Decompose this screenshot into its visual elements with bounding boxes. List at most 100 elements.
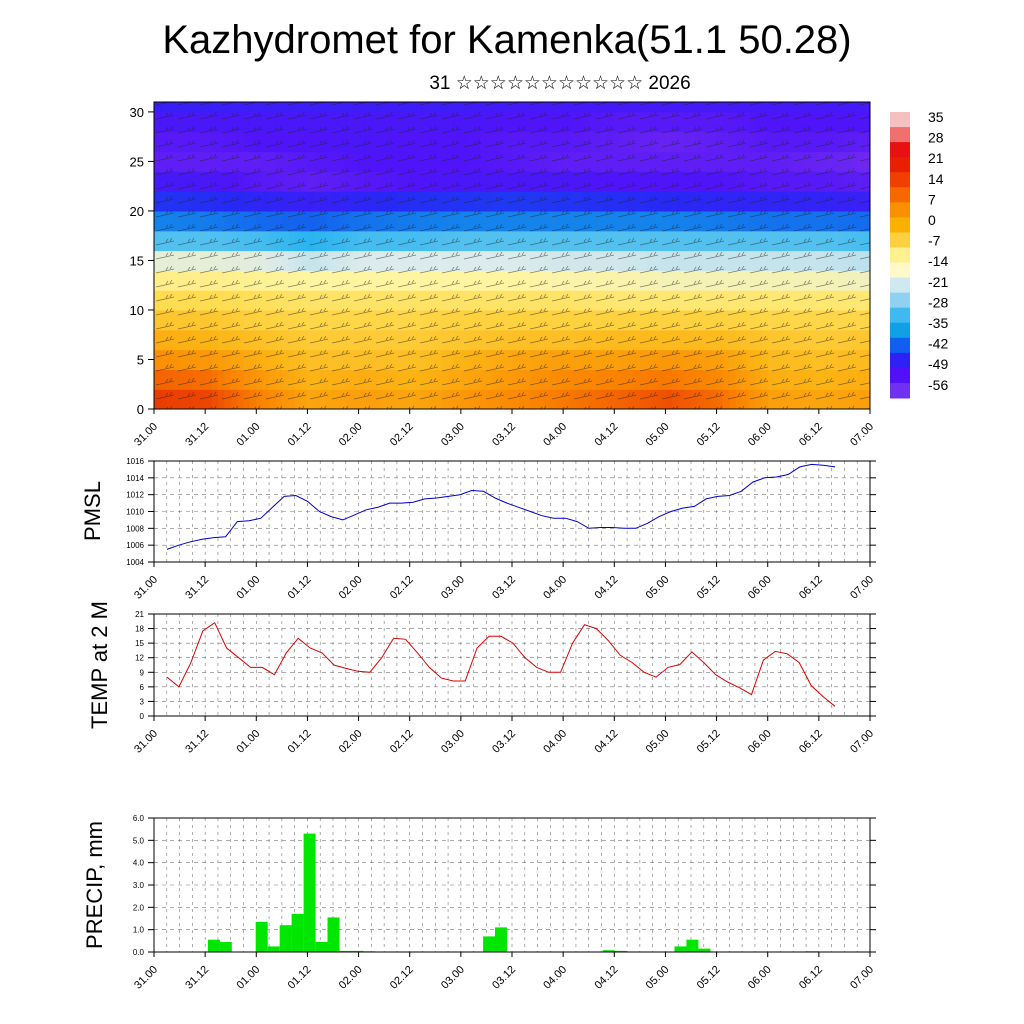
xtick-label: 01.12 xyxy=(286,574,314,602)
colorbar-label: 7 xyxy=(928,191,936,207)
xtick-label: 01.00 xyxy=(234,574,262,602)
xtick-label: 07.00 xyxy=(848,964,876,992)
xtick-label: 31.00 xyxy=(132,728,160,756)
colorbar-swatch xyxy=(890,352,910,369)
temp-panel: TEMP at 2 M 0 3 6 9 12 15 18 21 31.00 31.12 01.00… xyxy=(87,601,876,756)
xtick-label: 05.00 xyxy=(644,421,672,449)
xtick-label: 02.00 xyxy=(337,728,365,756)
xtick-label: 01.12 xyxy=(286,728,314,756)
precip-panel: PRECIP, mm 0.0 1.0 2.0 3.0 4.0 5.0 6.0 31.00 31… xyxy=(82,814,876,992)
xtick-label: 31.00 xyxy=(132,421,160,449)
xtick-label: 31.12 xyxy=(183,574,211,602)
colorbar-swatch xyxy=(890,322,910,339)
colorbar-label: -7 xyxy=(928,233,941,249)
xtick-label: 03.00 xyxy=(439,728,467,756)
ytick-label: 1016 xyxy=(126,457,144,466)
precip-bar xyxy=(698,948,711,952)
colorbar-label: -49 xyxy=(928,356,948,372)
xtick-label: 04.12 xyxy=(592,574,620,602)
precip-bar xyxy=(483,936,496,952)
pmsl-axis-label: PMSL xyxy=(80,481,105,541)
xtick-label: 04.12 xyxy=(592,728,620,756)
precip-bar xyxy=(219,942,232,952)
xtick-label: 03.00 xyxy=(439,421,467,449)
xtick-label: 06.00 xyxy=(746,964,774,992)
ytick-label: 0 xyxy=(140,712,145,721)
xtick-label: 07.00 xyxy=(848,728,876,756)
ytick-label: 18 xyxy=(135,625,144,634)
xtick-label: 04.12 xyxy=(592,964,620,992)
xtick-label: 03.12 xyxy=(490,421,518,449)
pmsl-series-line xyxy=(166,463,836,550)
ytick-label: 12 xyxy=(135,654,144,663)
xtick-label: 06.12 xyxy=(797,574,825,602)
heat-ytick-label: 0 xyxy=(137,402,144,417)
xtick-label: 31.00 xyxy=(132,574,160,602)
heat-ytick-label: 5 xyxy=(137,352,144,367)
xtick-label: 06.12 xyxy=(797,421,825,449)
heat-ytick-label: 15 xyxy=(130,253,144,268)
temp-axis-label: TEMP at 2 M xyxy=(87,601,112,729)
xtick-label: 31.12 xyxy=(183,964,211,992)
colorbar-label: 0 xyxy=(928,212,936,228)
colorbar-swatch xyxy=(890,367,910,384)
precip-bar xyxy=(255,921,268,952)
colorbar-swatch xyxy=(890,187,910,203)
colorbar-swatch xyxy=(890,127,910,143)
precip-bar xyxy=(495,927,507,952)
ytick-label: 1004 xyxy=(126,558,144,567)
colorbar-label: -42 xyxy=(928,336,948,352)
temp-frame xyxy=(153,613,871,717)
page-title: Kazhydromet for Kamenka(51.1 50.28) xyxy=(162,18,852,62)
colorbar-label: -21 xyxy=(928,274,948,290)
xtick-label: 03.12 xyxy=(490,728,518,756)
xtick-label: 02.12 xyxy=(388,574,416,602)
xtick-label: 02.00 xyxy=(337,964,365,992)
heat-ytick-label: 25 xyxy=(130,154,144,169)
xtick-label: 02.12 xyxy=(388,421,416,449)
ytick-label: 4.0 xyxy=(133,859,145,868)
wind-barbs-overlay xyxy=(154,102,870,409)
ytick-label: 1008 xyxy=(126,524,144,533)
xtick-label: 02.00 xyxy=(337,574,365,602)
xtick-label: 31.12 xyxy=(183,728,211,756)
xtick-label: 04.00 xyxy=(541,964,569,992)
ytick-label: 0.0 xyxy=(133,948,145,957)
xtick-label: 07.00 xyxy=(848,574,876,602)
ytick-label: 2.0 xyxy=(133,903,145,912)
xtick-label: 06.12 xyxy=(797,964,825,992)
colorbar-swatch xyxy=(890,277,910,294)
precip-bar xyxy=(303,833,316,952)
colorbar-swatch xyxy=(890,232,910,248)
colorbar-swatch xyxy=(890,157,910,173)
ytick-label: 1010 xyxy=(126,508,144,517)
colorbar: 35 28 21 14 7 0 -7 -14 -21 -28 -35 -42 -49 -56 xyxy=(890,109,948,399)
xtick-label: 01.12 xyxy=(286,964,314,992)
precip-bar xyxy=(351,950,364,952)
xtick-label: 06.00 xyxy=(746,421,774,449)
colorbar-label: 28 xyxy=(928,130,944,146)
colorbar-label: 35 xyxy=(928,109,944,125)
colorbar-swatch xyxy=(890,217,910,233)
xtick-label: 07.00 xyxy=(848,421,876,449)
xtick-label: 31.00 xyxy=(132,964,160,992)
pmsl-frame xyxy=(153,460,871,563)
precip-bar xyxy=(279,925,292,952)
xtick-label: 04.12 xyxy=(592,421,620,449)
temperature-profile-heatmap: 0 5 10 15 20 25 30 31.00 31.12 01.00 01.12 02.00 02… xyxy=(130,101,876,449)
precip-bar xyxy=(291,914,304,952)
xtick-label: 05.12 xyxy=(695,964,723,992)
colorbar-label: -14 xyxy=(928,253,948,269)
xtick-label: 06.00 xyxy=(746,728,774,756)
heat-ytick-label: 10 xyxy=(130,303,144,318)
precip-bar xyxy=(339,950,352,952)
xtick-label: 06.12 xyxy=(797,728,825,756)
precip-bar xyxy=(674,946,687,952)
precip-bar xyxy=(207,939,220,952)
xtick-label: 02.12 xyxy=(388,728,416,756)
xtick-label: 05.00 xyxy=(644,964,672,992)
xtick-label: 02.12 xyxy=(388,964,416,992)
colorbar-swatch xyxy=(890,247,910,264)
xtick-label: 01.00 xyxy=(234,421,262,449)
